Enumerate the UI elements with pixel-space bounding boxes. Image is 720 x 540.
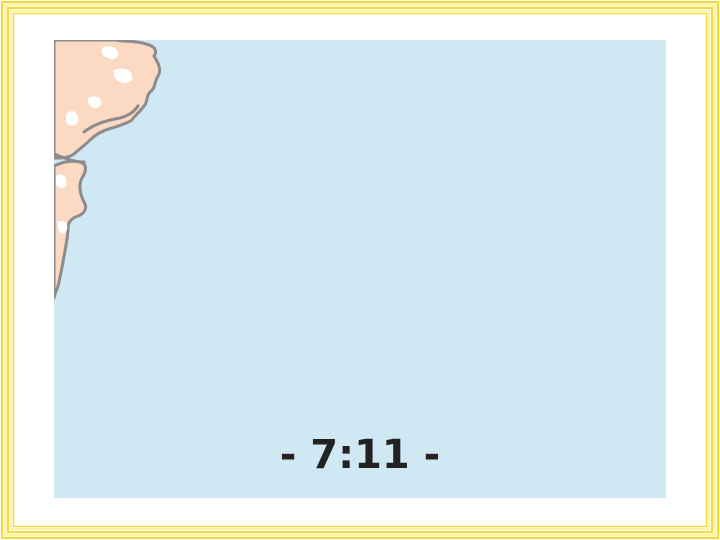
frame-inner-border [12,12,708,528]
frame-middle-border [7,7,713,533]
coastline-land [54,40,162,300]
fjord-line-1 [82,104,140,134]
land-highlight-6 [58,220,68,234]
frame-outer-band [3,3,717,537]
map-svg [54,40,666,498]
land-highlight-4 [88,96,102,109]
frame-inner-band [10,10,710,530]
land-highlight-2 [114,68,133,83]
land-highlight-5 [56,174,67,189]
slide-caption: - 7:11 - [279,432,441,478]
fjord-line-2 [54,152,86,164]
land-highlight-1 [102,46,119,60]
land-highlight-3 [66,111,79,126]
sea-area [54,40,666,498]
map-panel: - 7:11 - [54,40,666,498]
